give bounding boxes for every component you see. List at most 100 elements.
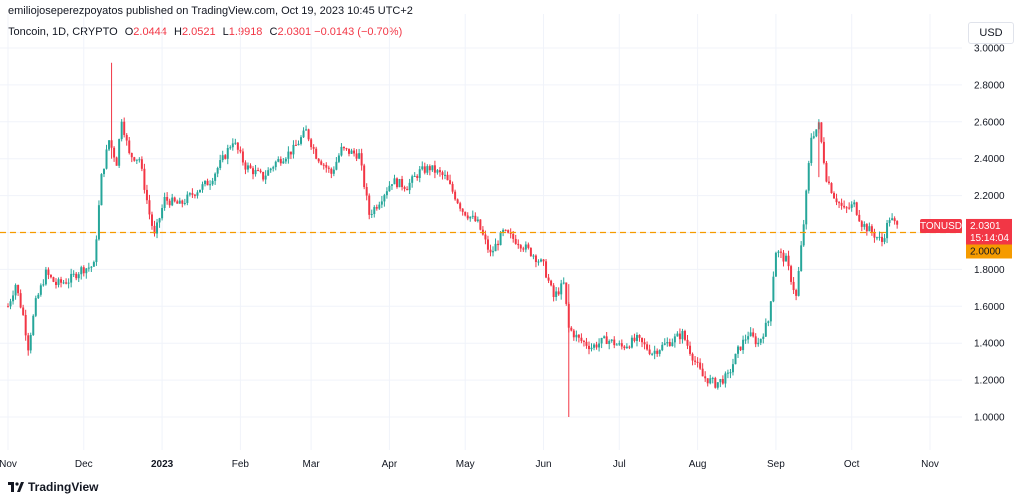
candle-body — [446, 174, 449, 181]
candle-body — [731, 364, 734, 373]
candle-body — [201, 184, 204, 190]
candle-body — [42, 284, 45, 286]
candle-body — [656, 350, 659, 354]
high-key: H — [173, 26, 182, 38]
candle-body — [815, 129, 818, 137]
symbol-tag-text: TONUSD — [920, 221, 962, 232]
candle-body — [577, 334, 580, 338]
candle-body — [810, 137, 813, 164]
candle-body — [782, 252, 785, 262]
candle-body — [385, 191, 388, 196]
candle-body — [509, 232, 512, 234]
candle-body — [757, 342, 760, 345]
candle-body — [416, 175, 419, 178]
candle-body — [716, 382, 719, 388]
candle-body — [838, 202, 841, 204]
candle-body — [413, 175, 416, 177]
candle-body — [641, 337, 644, 343]
candle-body — [264, 175, 267, 180]
candle-body — [279, 159, 282, 164]
candle-body — [461, 208, 464, 212]
candle-body — [125, 134, 128, 141]
candle-body — [848, 207, 851, 209]
candle-body — [494, 243, 497, 252]
candle-body — [618, 343, 621, 345]
candle-body — [342, 146, 345, 149]
candle-body — [572, 330, 575, 338]
candle-body — [214, 173, 217, 181]
candle-body — [805, 190, 808, 225]
candle-body — [406, 188, 409, 191]
candle-body — [300, 137, 303, 144]
candle-body — [153, 225, 156, 234]
candle-body — [704, 376, 707, 379]
candle-body — [272, 167, 275, 169]
candle-body — [598, 343, 601, 348]
candle-body — [663, 343, 666, 345]
symbol-label[interactable]: Toncoin, 1D, CRYPTO — [8, 26, 118, 38]
candle-body — [625, 346, 628, 349]
candle-body — [90, 266, 93, 268]
candle-body — [696, 361, 699, 363]
candle-body — [426, 166, 429, 173]
candle-body — [737, 346, 740, 354]
candle-body — [118, 139, 121, 166]
candle-body — [582, 340, 585, 342]
candle-body — [360, 153, 363, 166]
candle-body — [52, 277, 55, 282]
candle-body — [830, 183, 833, 194]
x-tick-label: Aug — [689, 459, 707, 470]
candle-body — [254, 170, 257, 175]
candle-body — [593, 344, 596, 348]
candle-body — [868, 226, 871, 232]
candle-body — [752, 332, 755, 337]
candle-body — [542, 259, 545, 262]
candle-body — [29, 334, 32, 351]
candle-body — [706, 378, 709, 384]
candle-body — [317, 158, 320, 162]
candle-body — [557, 291, 560, 295]
candle-body — [762, 336, 765, 339]
candle-body — [759, 338, 762, 343]
currency-button[interactable]: USD — [968, 22, 1014, 44]
candle-body — [294, 144, 297, 146]
candle-body — [37, 294, 40, 299]
candle-body — [747, 336, 750, 340]
candle-body — [428, 166, 431, 171]
candle-body — [176, 201, 179, 204]
y-tick-label: 2.6000 — [974, 117, 1005, 128]
tradingview-footer[interactable]: TradingView — [8, 480, 98, 494]
candle-body — [449, 180, 452, 184]
candle-body — [178, 200, 181, 204]
candle-body — [44, 269, 47, 285]
candle-body — [335, 161, 338, 170]
candle-body — [337, 155, 340, 162]
candle-body — [47, 269, 50, 275]
time-axis[interactable]: Nov Dec 2023 Feb Mar Apr May Jun Jul Aug Sep Oct Nov — [0, 459, 939, 470]
candle-body — [562, 282, 565, 284]
candle-body — [229, 147, 232, 149]
candle-body — [587, 345, 590, 350]
candle-body — [92, 262, 95, 267]
candle-body — [19, 293, 22, 308]
candle-body — [633, 337, 636, 341]
y-tick-label: 1.4000 — [974, 339, 1005, 350]
candle-body — [648, 349, 651, 354]
high-value: 2.0521 — [181, 26, 216, 38]
candle-body — [150, 214, 153, 226]
candle-body — [216, 167, 219, 174]
candle-body — [575, 334, 578, 338]
y-tick-label: 1.8000 — [974, 265, 1005, 276]
candle-body — [822, 141, 825, 163]
candle-body — [85, 268, 88, 274]
candle-body — [883, 238, 886, 242]
candle-body — [24, 314, 27, 336]
candle-body — [80, 267, 83, 275]
candle-body — [471, 215, 474, 217]
candle-body — [891, 218, 894, 221]
candle-body — [466, 215, 469, 219]
candle-body — [441, 172, 444, 176]
candle-body — [9, 301, 12, 307]
